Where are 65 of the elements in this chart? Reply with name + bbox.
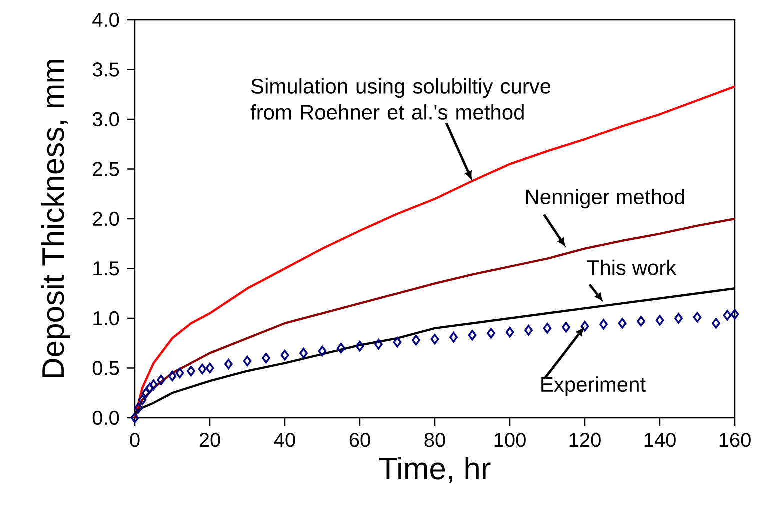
x-tick-label: 20 (200, 433, 220, 448)
y-tick-label: 4.0 (92, 12, 120, 28)
annotation: Nenniger method (526, 189, 684, 209)
y-tick-label: 3.0 (92, 112, 120, 127)
annotation: Simulation using solubiltiy curve from Roehner et al.'s method (250, 78, 551, 120)
point (176, 368, 184, 379)
point (674, 313, 683, 324)
x-axis-title: Time, hr (379, 456, 491, 484)
point (600, 319, 608, 330)
point (730, 309, 740, 320)
y-tick-label: 0.5 (92, 361, 120, 376)
point (468, 330, 477, 341)
point (430, 334, 440, 345)
point (280, 350, 290, 361)
x-tick-label: 40 (274, 433, 296, 448)
point (656, 315, 664, 326)
x-tick-label: 140 (644, 433, 676, 448)
point (506, 327, 514, 338)
point (412, 335, 420, 346)
point (138, 394, 147, 406)
point (146, 382, 154, 394)
point (157, 374, 166, 386)
point (224, 358, 233, 370)
y-tick-label: 1.0 (94, 311, 120, 326)
point (618, 318, 627, 329)
point (543, 323, 552, 334)
point (187, 366, 196, 377)
y-axis-title: Deposit Thickness, mm (42, 60, 70, 378)
point (206, 362, 214, 374)
x-tick-label: 120 (570, 433, 601, 448)
point (524, 325, 533, 336)
annotation: This work (587, 260, 677, 276)
y-tick-label: 1.5 (94, 262, 120, 276)
point (562, 322, 570, 333)
point (374, 339, 383, 350)
point (198, 364, 207, 375)
point (637, 316, 646, 327)
x-tick-label: 160 (720, 433, 751, 448)
y-tick-label: 0.0 (92, 410, 120, 426)
annotation: Experiment (542, 376, 646, 396)
point (318, 346, 327, 357)
point (262, 353, 270, 364)
point (130, 412, 140, 424)
y-tick-label: 2.0 (93, 212, 120, 226)
point (723, 310, 732, 321)
point (450, 332, 458, 343)
point (693, 312, 702, 323)
point (712, 318, 720, 329)
point (300, 348, 308, 359)
point (150, 380, 158, 390)
point (142, 388, 150, 398)
x-tick-label: 80 (424, 433, 446, 448)
point (168, 370, 177, 382)
y-tick-label: 2.5 (93, 162, 120, 176)
point (393, 337, 402, 348)
y-tick-label: 3.5 (92, 62, 120, 77)
point (134, 402, 143, 414)
x-tick-label: 0 (130, 433, 140, 448)
x-tick-label: 60 (350, 433, 370, 448)
point (243, 356, 252, 367)
point (487, 328, 496, 339)
x-tick-label: 100 (494, 433, 526, 448)
point (337, 343, 346, 354)
point (356, 341, 364, 352)
point (580, 321, 590, 332)
